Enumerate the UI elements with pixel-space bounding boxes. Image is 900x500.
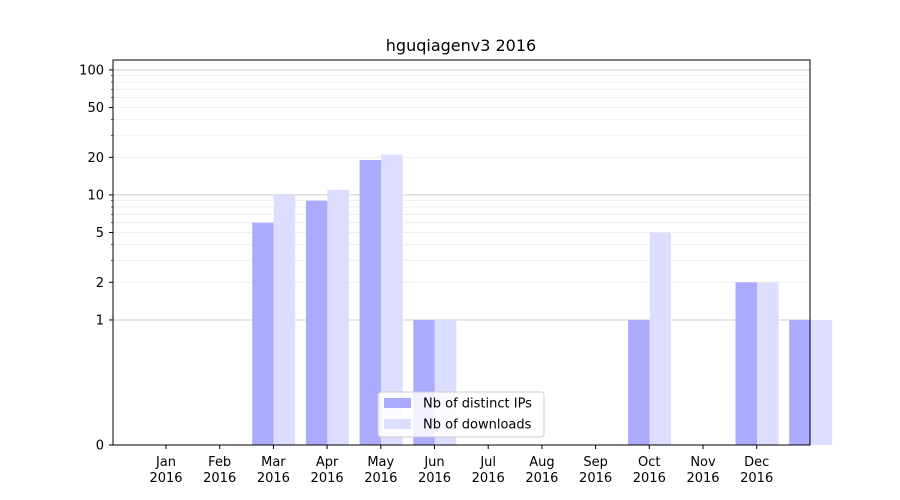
bar-distinct-ips <box>628 319 650 445</box>
bar-downloads <box>381 154 403 446</box>
legend-label: Nb of distinct IPs <box>423 397 532 412</box>
y-tick-label: 20 <box>87 151 104 166</box>
chart-title: hguqiagenv3 2016 <box>386 36 536 55</box>
bar-downloads <box>649 232 672 445</box>
y-tick-label: 5 <box>96 226 104 241</box>
legend-swatch <box>384 419 411 429</box>
x-tick-label-year: 2016 <box>579 471 612 486</box>
bar-downloads <box>810 319 833 445</box>
y-grid <box>113 69 810 321</box>
x-tick-label-year: 2016 <box>364 471 397 486</box>
bar-distinct-ips <box>735 282 757 445</box>
bar-distinct-ips <box>252 222 274 445</box>
x-tick-label-month: Jan <box>155 455 176 470</box>
bar-downloads <box>327 189 349 445</box>
bar-distinct-ips <box>305 200 328 445</box>
x-tick-label-month: Apr <box>316 455 339 470</box>
x-tick-label-month: Jul <box>479 455 496 470</box>
bar-downloads <box>757 282 779 445</box>
x-tick-label-year: 2016 <box>257 471 290 486</box>
x-tick-label-year: 2016 <box>472 471 505 486</box>
x-tick-label-year: 2016 <box>633 471 666 486</box>
bar-downloads <box>273 194 296 445</box>
y-tick-label: 100 <box>79 63 104 78</box>
x-tick-label-year: 2016 <box>686 471 719 486</box>
bar-distinct-ips <box>789 319 811 445</box>
y-tick-label: 1 <box>96 313 104 328</box>
y-axis: 0 1 2 5 10 20 50 100 <box>79 63 113 454</box>
y-tick-label: 2 <box>96 276 104 291</box>
bar-distinct-ips <box>359 160 382 445</box>
x-tick-label-month: Aug <box>529 455 554 470</box>
x-tick-label-month: Oct <box>638 455 660 470</box>
x-tick-label-month: Sep <box>583 455 608 470</box>
plot-area <box>112 59 811 446</box>
x-tick-label-month: Dec <box>744 455 769 470</box>
legend-swatch <box>384 398 411 408</box>
x-tick-label-month: Nov <box>690 455 716 470</box>
y-tick-label: 0 <box>96 439 104 454</box>
y-tick-label: 10 <box>87 188 104 203</box>
y-tick-label: 50 <box>87 101 104 116</box>
x-tick-label-year: 2016 <box>418 471 451 486</box>
legend: Nb of distinct IPs Nb of downloads <box>377 391 545 438</box>
legend-box <box>377 391 545 438</box>
x-tick-label-year: 2016 <box>740 471 773 486</box>
x-tick-label-year: 2016 <box>311 471 344 486</box>
x-tick-label-month: Feb <box>208 455 231 470</box>
legend-label: Nb of downloads <box>423 418 532 433</box>
bars <box>252 154 833 446</box>
x-tick-label-month: Jun <box>423 455 444 470</box>
x-tick-label-year: 2016 <box>149 471 182 486</box>
x-tick-label-month: May <box>367 455 394 470</box>
x-axis: Jan2016Feb2016Mar2016Apr2016May2016Jun20… <box>149 445 773 486</box>
x-tick-label-year: 2016 <box>203 471 236 486</box>
x-tick-label-month: Mar <box>261 455 286 470</box>
x-tick-label-year: 2016 <box>525 471 558 486</box>
